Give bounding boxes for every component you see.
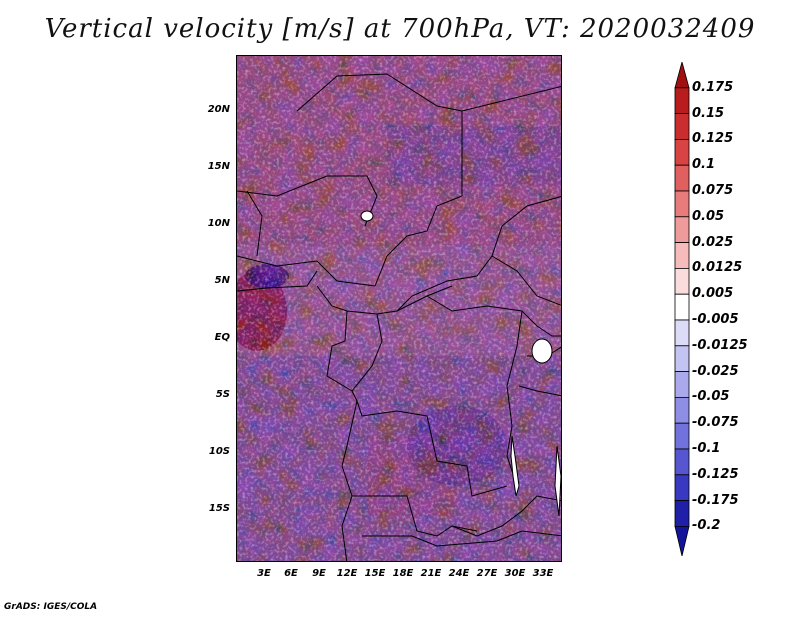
border-angola-south (352, 495, 478, 537)
lat-label-15s: 15S (208, 503, 230, 514)
lon-label-21e: 21E (420, 568, 442, 579)
colorbar (674, 62, 690, 556)
colorbar-label: -0.075 (692, 415, 739, 431)
border-congo-east (351, 313, 383, 392)
border-north (296, 73, 463, 196)
lon-label-18e: 18E (392, 568, 414, 579)
border-sudan (396, 196, 561, 312)
border-coast-west (237, 270, 318, 292)
colorbar-segment (674, 525, 690, 556)
colorbar-segment (674, 474, 690, 501)
lon-label-24e: 24E (448, 568, 470, 579)
colorbar-label: 0.075 (692, 183, 734, 198)
colorbar-label: -0.025 (692, 363, 739, 379)
lon-label-15e: 15E (364, 568, 386, 579)
colorbar-segments (674, 62, 690, 556)
colorbar-segment (674, 242, 690, 269)
colorbar-segment (674, 113, 690, 140)
colorbar-segment (674, 422, 690, 450)
colorbar-label: -0.0125 (692, 337, 748, 353)
colorbar-segment (674, 87, 690, 114)
colorbar-label: 0.15 (692, 105, 725, 121)
lakes (360, 210, 561, 517)
colorbar-segment (674, 448, 690, 476)
border-chad (374, 195, 463, 287)
lake-chad (360, 210, 374, 222)
lat-label-5n: 5N (214, 275, 230, 286)
colorbar-segment (674, 293, 690, 321)
border-libya-egypt (461, 85, 561, 112)
lon-label-33e: 33E (532, 568, 554, 579)
colorbar-segment (674, 164, 690, 192)
colorbar-label: -0.1 (692, 441, 721, 456)
colorbar-label: -0.125 (692, 466, 739, 482)
lon-label-12e: 12E (336, 568, 358, 579)
border-zambia (451, 495, 561, 537)
colorbar-label: 0.175 (692, 79, 734, 95)
lat-label-5s: 5S (215, 389, 230, 400)
border-angola-west (341, 400, 358, 561)
border-namibia (362, 530, 561, 547)
colorbar-label: -0.2 (692, 518, 721, 534)
colorbar-segment (674, 371, 690, 398)
velocity-map (236, 55, 562, 562)
colorbar-segment (674, 139, 690, 166)
border-congo (326, 310, 353, 392)
colorbar-label: 0.125 (692, 131, 734, 147)
lon-label-6e: 6E (284, 568, 298, 579)
map-canvas (237, 56, 561, 561)
lat-label-10s: 10S (208, 446, 230, 457)
border-nigeria (237, 255, 376, 287)
border-tanzania (518, 385, 561, 397)
colorbar-label: 0.005 (692, 286, 734, 302)
border-drc-south (351, 390, 508, 497)
lat-label-eq: EQ (214, 332, 230, 343)
colorbar-label: 0.1 (692, 157, 716, 173)
colorbar-label: -0.175 (692, 492, 739, 508)
border-drc-east (506, 310, 523, 487)
lake-tanganyika (510, 435, 520, 497)
colorbar-label: 0.0125 (692, 260, 743, 276)
colorbar-segment (674, 319, 690, 347)
colorbar-label: 0.05 (692, 208, 725, 224)
lat-label-20n: 20N (207, 104, 230, 115)
colorbar-label: -0.005 (692, 312, 739, 327)
colorbar-segment (674, 345, 690, 372)
lon-label-3e: 3E (257, 568, 271, 579)
colorbar-segment (674, 396, 690, 424)
lake-malawi (554, 445, 561, 517)
chart-title: Vertical velocity [m/s] at 700hPa, VT: 2… (44, 14, 756, 44)
lon-label-9e: 9E (312, 568, 326, 579)
colorbar-label: -0.05 (692, 389, 730, 405)
border-ssudan (491, 255, 561, 306)
colorbar-segment (674, 216, 690, 244)
border-uganda (536, 325, 561, 337)
border-benin (246, 190, 263, 257)
lat-label-15n: 15N (207, 161, 230, 172)
colorbar-segment (674, 190, 690, 218)
lon-label-27e: 27E (476, 568, 498, 579)
footer-credit: GrADS: IGES/COLA (4, 602, 98, 612)
lon-label-30e: 30E (504, 568, 526, 579)
colorbar-segment (674, 62, 690, 89)
colorbar-segment (674, 500, 690, 527)
lat-label-10n: 10N (207, 218, 230, 229)
colorbar-segment (674, 267, 690, 295)
country-borders (237, 73, 561, 561)
border-drc-north (426, 295, 538, 327)
lake-victoria (531, 338, 553, 364)
colorbar-label: 0.025 (692, 234, 734, 250)
border-niger (237, 175, 378, 227)
